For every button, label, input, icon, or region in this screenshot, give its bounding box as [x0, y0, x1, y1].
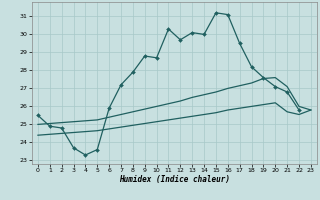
X-axis label: Humidex (Indice chaleur): Humidex (Indice chaleur): [119, 175, 230, 184]
